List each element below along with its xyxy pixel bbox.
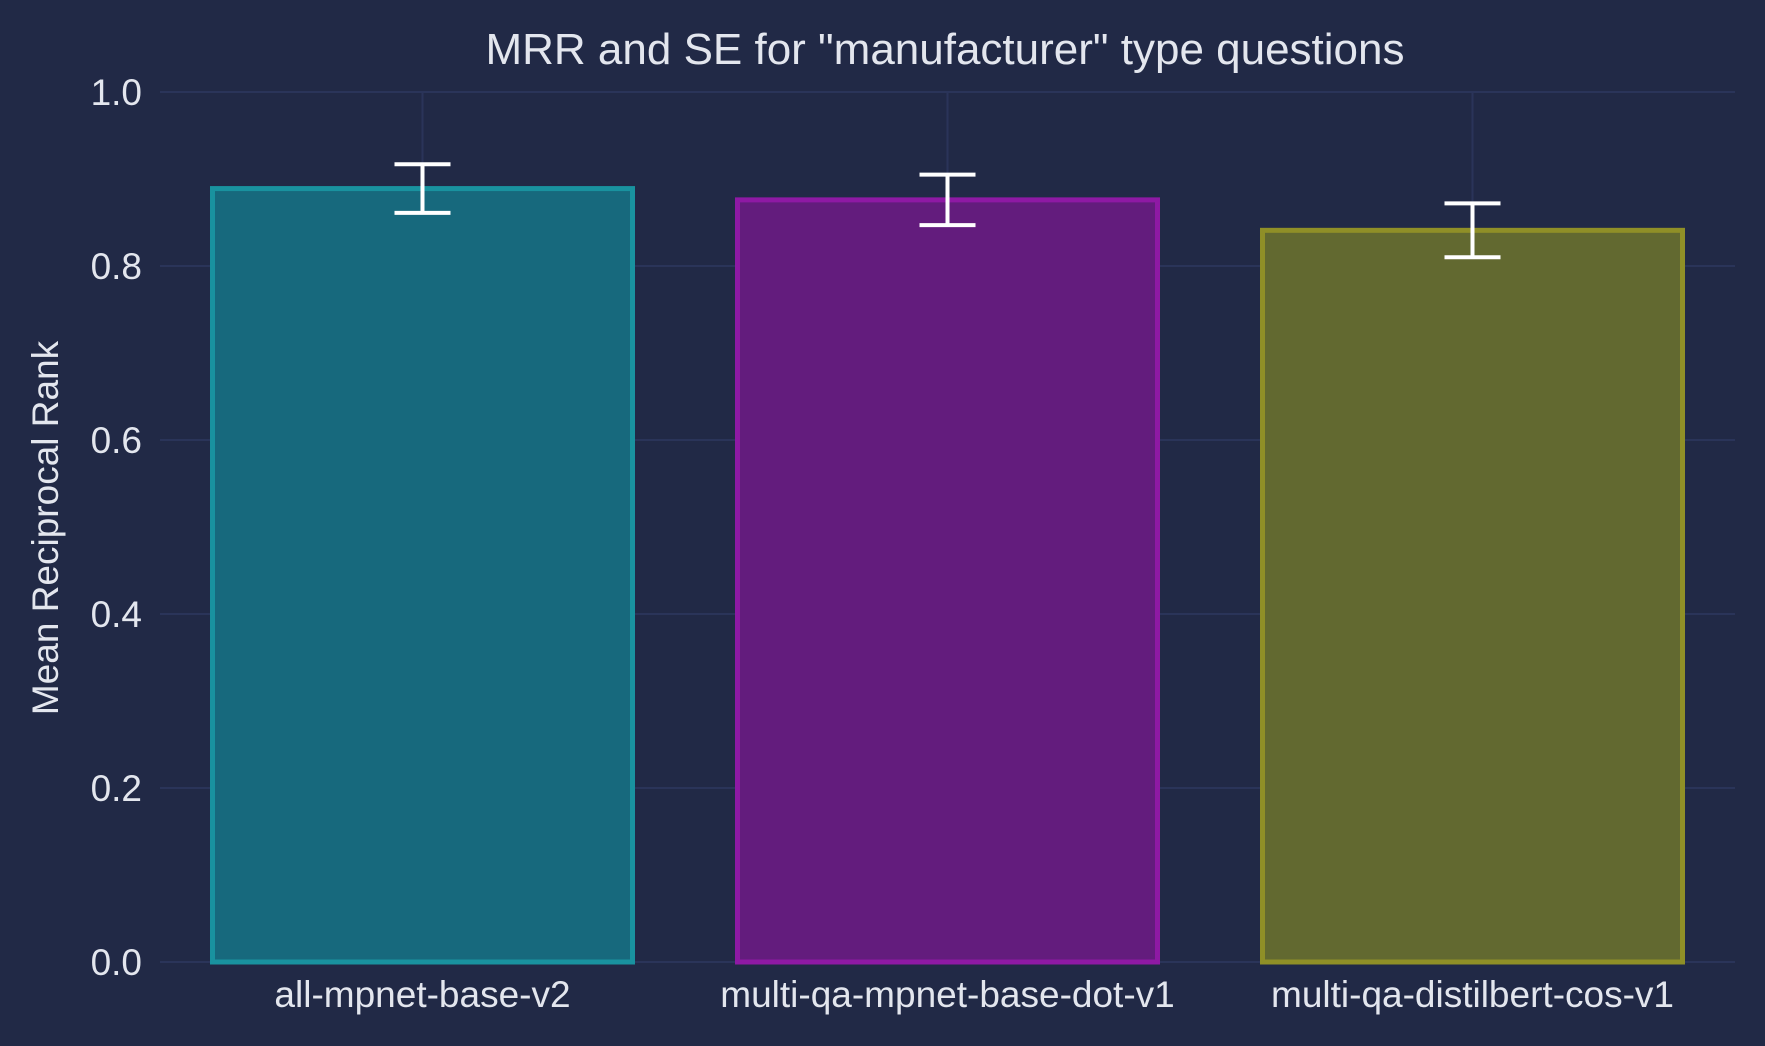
x-tick-label: all-mpnet-base-v2 (274, 974, 570, 1015)
bar (1260, 227, 1685, 965)
y-tick-label: 0.6 (91, 420, 142, 461)
bar (735, 197, 1160, 965)
x-tick-labels: all-mpnet-base-v2 multi-qa-mpnet-base-dot… (274, 974, 1674, 1015)
bars (210, 186, 1685, 965)
bar (210, 186, 635, 965)
y-tick-label: 0.0 (91, 942, 142, 983)
y-tick-label: 0.4 (91, 594, 142, 635)
y-tick-label: 1.0 (91, 72, 142, 113)
chart-title: MRR and SE for "manufacturer" type quest… (486, 25, 1405, 74)
error-bar (394, 162, 451, 215)
x-tick-label: multi-qa-mpnet-base-dot-v1 (720, 974, 1174, 1015)
y-axis-label: Mean Reciprocal Rank (25, 340, 66, 715)
error-bars (394, 162, 1501, 260)
error-bar (919, 172, 976, 228)
y-tick-label: 0.2 (91, 768, 142, 809)
y-tick-label: 0.8 (91, 246, 142, 287)
x-tick-label: multi-qa-distilbert-cos-v1 (1271, 974, 1674, 1015)
error-bar (1444, 201, 1501, 260)
y-tick-labels: 0.0 0.2 0.4 0.6 0.8 1.0 (91, 72, 142, 983)
